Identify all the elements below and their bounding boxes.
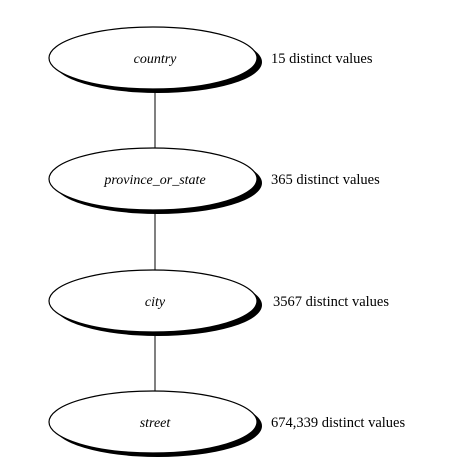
- node-ellipse: [48, 147, 258, 211]
- level-node-street: street: [48, 390, 262, 457]
- level-node-province-or-state: province_or_state: [48, 147, 262, 214]
- node-ellipse: [48, 26, 258, 90]
- node-label-province-or-state: province_or_state: [103, 173, 205, 188]
- level-node-country: country: [48, 26, 262, 93]
- count-label-city: 3567 distinct values: [273, 294, 389, 310]
- level-node-city: city: [48, 269, 262, 336]
- node-label-street: street: [140, 416, 172, 431]
- node-label-city: city: [145, 295, 166, 310]
- count-label-province-or-state: 365 distinct values: [271, 172, 380, 188]
- count-label-street: 674,339 distinct values: [271, 415, 405, 431]
- node-ellipse: [48, 390, 258, 454]
- node-ellipse: [48, 269, 258, 333]
- count-label-country: 15 distinct values: [271, 51, 373, 67]
- node-label-country: country: [134, 52, 178, 67]
